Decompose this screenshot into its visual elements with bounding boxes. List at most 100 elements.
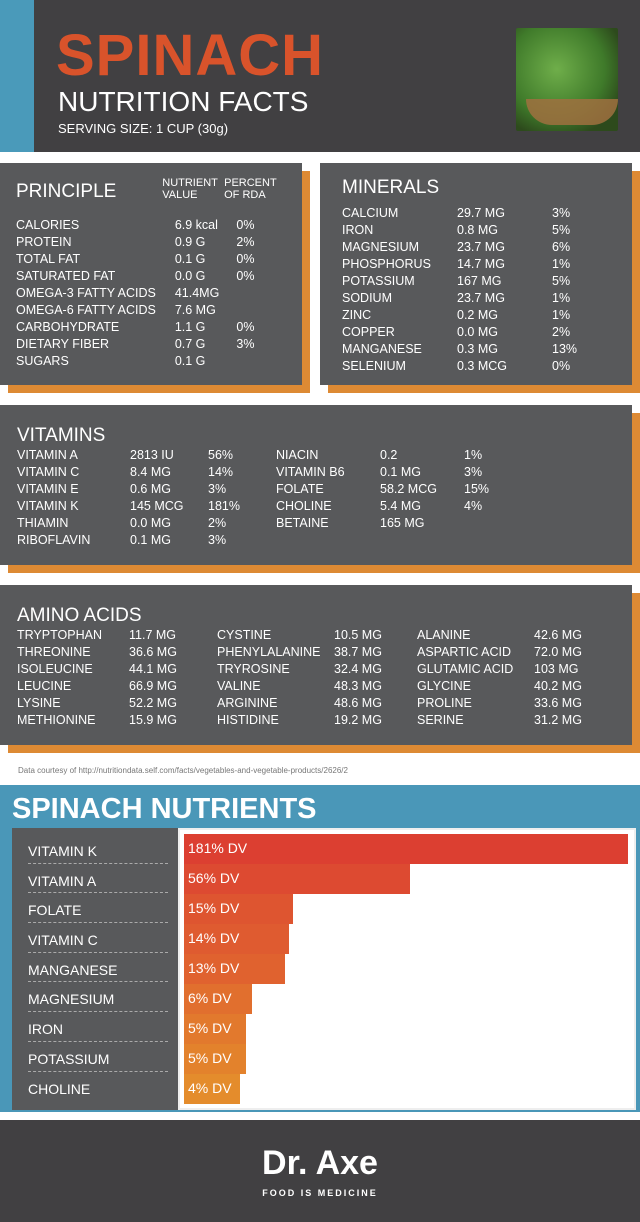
amino-value: 38.7 MG xyxy=(334,645,382,659)
minerals-panel: MINERALS CALCIUM 29.7 MG 3% IRON 0.8 MG 5% MAG… xyxy=(320,163,632,385)
mineral-rda: 1% xyxy=(552,291,571,305)
table-row: TRYROSINE 32.4 MG xyxy=(217,661,417,678)
amino-name: LYSINE xyxy=(17,696,61,710)
amino-value: 48.6 MG xyxy=(334,696,382,710)
page-subtitle: NUTRITION FACTS xyxy=(58,86,309,117)
nutrient-value: 0.1 G xyxy=(174,252,206,266)
amino-value: 44.1 MG xyxy=(129,662,177,676)
table-row: CALORIES 6.9 kcal 0% xyxy=(16,217,286,234)
vitamins-title: VITAMINS xyxy=(17,425,106,446)
amino-column: CYSTINE 10.5 MG PHENYLALANINE 38.7 MG TRYROS… xyxy=(217,627,417,729)
table-row: OMEGA-3 FATTY ACIDS 41.4MG xyxy=(16,285,286,302)
nutrient-value: 0.1 G xyxy=(174,354,206,368)
chart-category-label: VITAMIN C xyxy=(28,923,168,953)
table-row: IRON 0.8 MG 5% xyxy=(342,222,610,239)
nutrient-value: 1.1 G xyxy=(174,320,206,334)
amino-name: GLUTAMIC ACID xyxy=(417,662,514,676)
mineral-name: SELENIUM xyxy=(342,359,406,373)
table-row: RIBOFLAVIN 0.1 MG 3% xyxy=(17,532,276,549)
table-row: MANGANESE 0.3 MG 13% xyxy=(342,341,610,358)
chart-bar: 56% DV xyxy=(184,864,410,894)
vitamin-name: VITAMIN E xyxy=(17,482,79,496)
amino-name: CYSTINE xyxy=(217,628,272,642)
amino-value: 48.3 MG xyxy=(334,679,382,693)
chart-category-label: MAGNESIUM xyxy=(28,982,168,1013)
mineral-name: MAGNESIUM xyxy=(342,240,420,254)
nutrient-name: SUGARS xyxy=(16,354,69,368)
table-row: CALCIUM 29.7 MG 3% xyxy=(342,205,610,222)
accent-stripe xyxy=(0,0,34,152)
nutrient-rda xyxy=(236,353,286,370)
table-row: FOLATE 58.2 MCG 15% xyxy=(276,481,576,498)
vitamin-name: VITAMIN K xyxy=(17,499,79,513)
table-row: ALANINE 42.6 MG xyxy=(417,627,607,644)
nutrient-name: TOTAL FAT xyxy=(16,252,81,266)
table-row: CARBOHYDRATE 1.1 G 0% xyxy=(16,319,286,336)
table-row: GLUTAMIC ACID 103 MG xyxy=(417,661,607,678)
chart-bar: 15% DV xyxy=(184,894,293,924)
amino-name: ISOLEUCINE xyxy=(17,662,93,676)
vitamin-name: VITAMIN B6 xyxy=(276,465,345,479)
table-row: DIETARY FIBER 0.7 G 3% xyxy=(16,336,286,353)
amino-value: 11.7 MG xyxy=(129,628,177,642)
table-row: PROTEIN 0.9 G 2% xyxy=(16,234,286,251)
vitamin-rda: 2% xyxy=(208,516,227,530)
mineral-value: 23.7 MG xyxy=(457,291,505,305)
serving-size: SERVING SIZE: 1 CUP (30g) xyxy=(58,121,229,136)
mineral-rda: 6% xyxy=(552,240,571,254)
footer: Dr. Axe FOOD IS MEDICINE xyxy=(0,1120,640,1222)
amino-column: TRYPTOPHAN 11.7 MG THREONINE 36.6 MG ISOLEUC… xyxy=(17,627,217,729)
nutrient-rda xyxy=(236,302,286,319)
table-row: NIACIN 0.2 1% xyxy=(276,447,576,464)
vitamin-rda: 14% xyxy=(208,465,234,479)
vitamin-name: VITAMIN A xyxy=(17,448,78,462)
table-row: SUGARS 0.1 G xyxy=(16,353,286,370)
header: SPINACH NUTRITION FACTS SERVING SIZE: 1 … xyxy=(0,0,640,152)
amino-value: 52.2 MG xyxy=(129,696,177,710)
minerals-title: MINERALS xyxy=(342,177,440,198)
vitamin-name: FOLATE xyxy=(276,482,324,496)
mineral-rda: 5% xyxy=(552,274,571,288)
nutrients-chart-section: SPINACH NUTRIENTS VITAMIN K VITAMIN A FOLA… xyxy=(0,785,640,1112)
table-row: PHENYLALANINE 38.7 MG xyxy=(217,644,417,661)
amino-value: 31.2 MG xyxy=(534,713,582,727)
table-row: TOTAL FAT 0.1 G 0% xyxy=(16,251,286,268)
table-row: OMEGA-6 FATTY ACIDS 7.6 MG xyxy=(16,302,286,319)
mineral-rda: 0% xyxy=(552,359,571,373)
chart-category-label: VITAMIN A xyxy=(28,864,168,894)
vitamin-value: 0.1 MG xyxy=(380,465,421,479)
nutrient-name: PROTEIN xyxy=(16,235,72,249)
amino-name: HISTIDINE xyxy=(217,713,279,727)
vitamin-value: 2813 IU xyxy=(130,448,174,462)
nutrient-rda: 3% xyxy=(236,337,255,351)
nutrient-value: 41.4MG xyxy=(174,286,220,300)
vitamin-name: RIBOFLAVIN xyxy=(17,533,91,547)
mineral-value: 29.7 MG xyxy=(457,206,505,220)
amino-name: ALANINE xyxy=(417,628,471,642)
spinach-photo xyxy=(516,28,618,131)
amino-name: GLYCINE xyxy=(417,679,471,693)
chart-bar: 181% DV xyxy=(184,834,629,864)
table-row: LEUCINE 66.9 MG xyxy=(17,678,217,695)
table-row: VITAMIN B6 0.1 MG 3% xyxy=(276,464,576,481)
table-row: CYSTINE 10.5 MG xyxy=(217,627,417,644)
vitamin-value: 0.6 MG xyxy=(130,482,171,496)
table-row: MAGNESIUM 23.7 MG 6% xyxy=(342,239,610,256)
vitamin-rda: 3% xyxy=(208,533,227,547)
mineral-value: 14.7 MG xyxy=(457,257,505,271)
nutrient-name: OMEGA-6 FATTY ACIDS xyxy=(16,303,156,317)
table-row: VITAMIN E 0.6 MG 3% xyxy=(17,481,276,498)
nutrient-name: SATURATED FAT xyxy=(16,269,116,283)
mineral-name: SODIUM xyxy=(342,291,392,305)
table-row: VALINE 48.3 MG xyxy=(217,678,417,695)
amino-name: METHIONINE xyxy=(17,713,96,727)
table-row: CHOLINE 5.4 MG 4% xyxy=(276,498,576,515)
amino-name: PHENYLALANINE xyxy=(217,645,321,659)
amino-value: 15.9 MG xyxy=(129,713,177,727)
amino-name: ASPARTIC ACID xyxy=(417,645,512,659)
nutrient-value: 0.7 G xyxy=(174,337,206,351)
table-row: LYSINE 52.2 MG xyxy=(17,695,217,712)
chart-category-label: CHOLINE xyxy=(28,1080,91,1097)
nutrient-value: 7.6 MG xyxy=(174,303,216,317)
table-row: THREONINE 36.6 MG xyxy=(17,644,217,661)
